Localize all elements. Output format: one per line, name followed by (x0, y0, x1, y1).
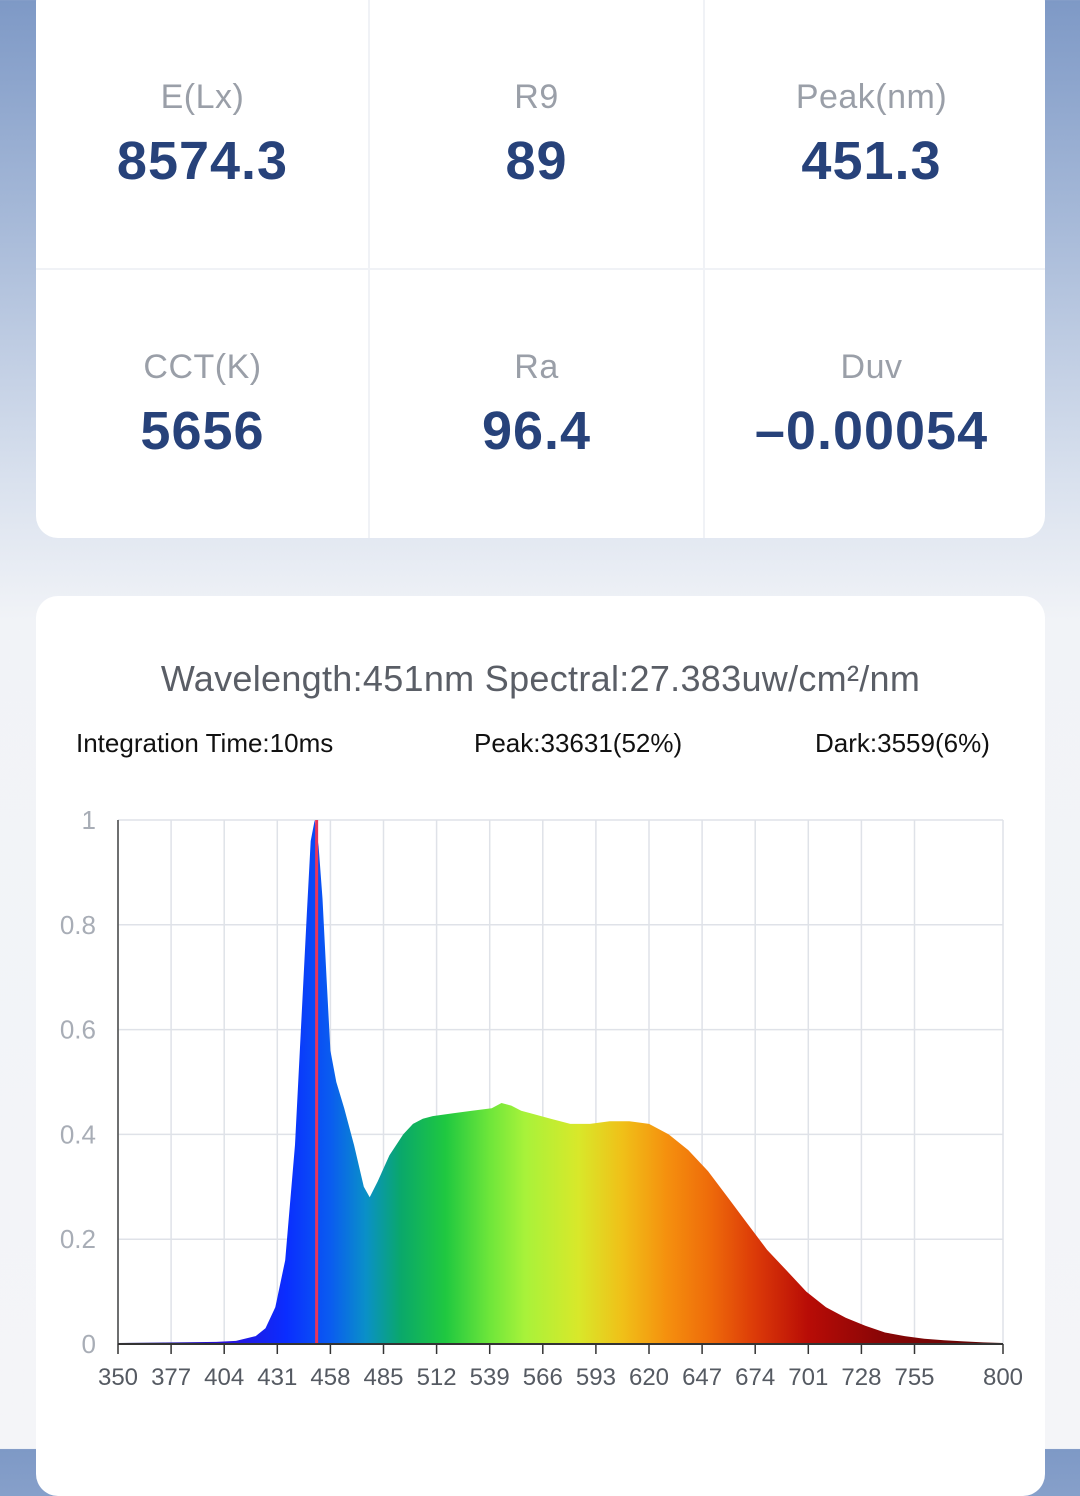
metric-label: E(Lx) (160, 78, 245, 116)
x-tick-label: 800 (983, 1364, 1023, 1391)
x-tick-label: 620 (629, 1364, 669, 1391)
chart-axes: 350 377 404 431 458 485 512 539 566 593 620 647 674 7… (60, 805, 1023, 1391)
metric-illuminance: E(Lx) 8574.3 (36, 0, 369, 268)
metric-label: R9 (514, 78, 559, 116)
y-tick-label: 0 (82, 1329, 96, 1359)
y-tick-label: 0.6 (60, 1015, 96, 1045)
x-tick-label: 701 (788, 1364, 828, 1391)
metric-value: 8574.3 (116, 131, 289, 191)
metric-peak-wavelength: Peak(nm) 451.3 (705, 0, 1038, 268)
metric-value: –0.00054 (754, 401, 989, 461)
y-tick-label: 0.4 (60, 1119, 96, 1149)
x-tick-label: 458 (310, 1364, 350, 1391)
metric-label: Duv (840, 348, 903, 386)
x-tick-label: 647 (682, 1364, 722, 1391)
metric-value: 451.3 (801, 131, 942, 191)
spectral-readout: Wavelength:451nm Spectral:27.383uw/cm²/n… (160, 658, 921, 699)
metric-label: Ra (514, 348, 559, 386)
metric-ra: Ra 96.4 (370, 270, 703, 538)
x-tick-label: 755 (894, 1364, 934, 1391)
spectrum-card: Wavelength:451nm Spectral:27.383uw/cm²/n… (36, 596, 1045, 1496)
spectrum-area (118, 820, 1003, 1344)
x-tick-label: 566 (523, 1364, 563, 1391)
metric-r9: R9 89 (370, 0, 703, 268)
metric-label: CCT(K) (143, 348, 262, 386)
x-tick-label: 539 (470, 1364, 510, 1391)
metric-value: 96.4 (481, 401, 592, 461)
x-tick-label: 377 (151, 1364, 191, 1391)
peak-count: Peak:33631(52%) (474, 728, 683, 758)
dark-count: Dark:3559(6%) (815, 728, 990, 758)
spectrum-area-layer (118, 820, 1003, 1344)
x-tick-label: 674 (735, 1364, 775, 1391)
y-tick-label: 1 (82, 805, 96, 835)
x-tick-label: 404 (204, 1364, 244, 1391)
spectrum-chart[interactable]: 350 377 404 431 458 485 512 539 566 593 620 647 674 7… (36, 596, 1045, 1449)
x-tick-label: 431 (257, 1364, 297, 1391)
x-tick-label: 728 (841, 1364, 881, 1391)
integration-time: Integration Time:10ms (76, 728, 334, 758)
x-tick-label: 593 (576, 1364, 616, 1391)
x-tick-label: 512 (417, 1364, 457, 1391)
x-tick-label: 485 (363, 1364, 403, 1391)
metric-label: Peak(nm) (795, 78, 948, 116)
metric-value: 89 (505, 131, 568, 191)
x-tick-label: 350 (98, 1364, 138, 1391)
metrics-card: E(Lx) 8574.3 R9 89 Peak(nm) 451.3 CCT(K)… (36, 0, 1045, 538)
metric-cct: CCT(K) 5656 (36, 270, 369, 538)
y-tick-label: 0.8 (60, 910, 96, 940)
row-divider (36, 268, 1045, 270)
y-tick-label: 0.2 (60, 1224, 96, 1254)
metric-duv: Duv –0.00054 (705, 270, 1038, 538)
metric-value: 5656 (140, 401, 265, 461)
